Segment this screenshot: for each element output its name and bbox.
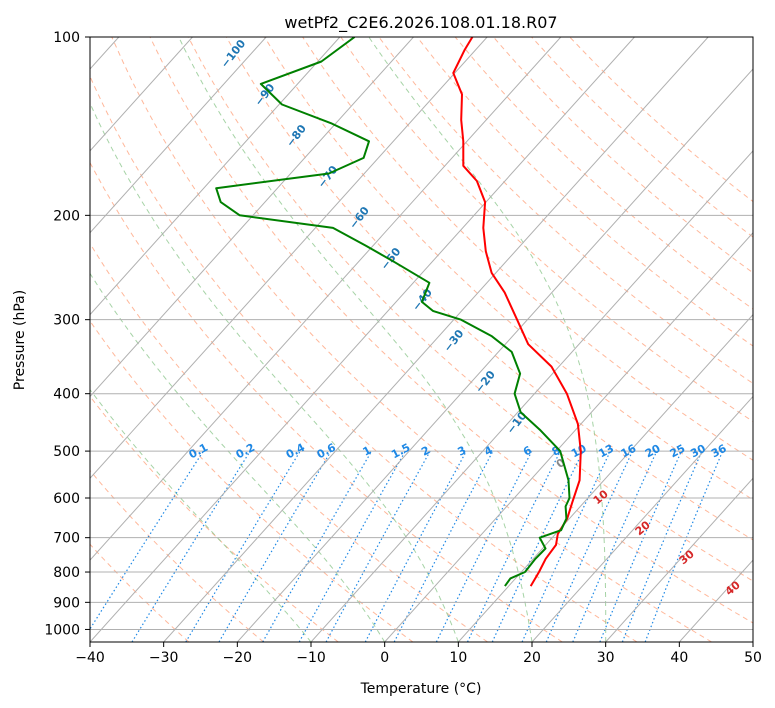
isotherm — [310, 150, 753, 642]
moist-adiabat — [368, 37, 607, 642]
y-tick-label: 200 — [53, 208, 80, 224]
mixing-ratio-line — [545, 450, 634, 642]
grid-lines — [90, 37, 753, 642]
isotherm — [90, 37, 488, 480]
x-tick-label: −40 — [75, 650, 105, 666]
isotherm — [236, 68, 753, 642]
chart-title: wetPf2_C2E6.2026.108.01.18.R07 — [284, 13, 557, 33]
isotherm — [90, 37, 562, 561]
y-tick-label: 900 — [53, 595, 80, 611]
y-tick-label: 300 — [53, 313, 80, 329]
x-tick-label: 20 — [523, 650, 541, 666]
x-tick-label: −30 — [149, 650, 179, 666]
x-axis-label: Temperature (°C) — [360, 681, 482, 697]
moist-adiabat — [90, 272, 386, 642]
mixing-ratio-label: 36 — [709, 442, 729, 461]
dry-adiabat — [90, 242, 488, 642]
mixing-ratio-label: 10 — [569, 442, 589, 461]
mixing-ratio-line — [325, 450, 431, 642]
mixing-ratio-line — [298, 450, 406, 642]
mixing-ratio-label: 16 — [619, 442, 639, 461]
x-tick-label: 40 — [670, 650, 688, 666]
x-tick-label: −20 — [223, 650, 253, 666]
mixing-ratio-label: 30 — [688, 442, 708, 461]
x-tick-label: 0 — [380, 650, 389, 666]
moist-adiabat — [178, 37, 533, 642]
mixing-ratio-line — [621, 450, 703, 642]
plot-frame — [89, 36, 754, 643]
y-tick-label: 1000 — [44, 622, 80, 638]
dry-adiabat — [149, 37, 753, 624]
isotherm — [90, 37, 267, 234]
dry-adiabat — [90, 75, 638, 642]
dry-adiabat — [416, 37, 753, 347]
mixing-ratio-label: 25 — [668, 442, 688, 461]
x-tick-label: 10 — [449, 650, 467, 666]
isotherm — [90, 37, 193, 152]
isotherm — [605, 477, 753, 642]
mixing-ratio-line — [572, 450, 658, 642]
isotherm — [163, 37, 709, 642]
isotherm — [90, 37, 341, 316]
moist-adiabat — [90, 102, 459, 642]
mixing-ratio-line — [599, 450, 682, 642]
x-tick-label: −10 — [296, 650, 326, 666]
y-tick-label: 100 — [53, 30, 80, 46]
mixing-ratio-line — [644, 450, 724, 642]
dry-adiabat — [90, 161, 563, 642]
mixing-ratio-label: 13 — [596, 442, 616, 461]
isotherm — [384, 231, 753, 642]
dry-adiabat — [225, 37, 753, 541]
y-tick-label: 500 — [53, 444, 80, 460]
data-series — [215, 37, 582, 587]
x-tick-label: 30 — [597, 650, 615, 666]
y-axis-label: Pressure (hPa) — [12, 290, 28, 390]
dry-adiabat — [187, 37, 753, 582]
y-tick-label: 400 — [53, 387, 80, 403]
isotherm — [457, 313, 753, 642]
isotherm — [90, 37, 414, 398]
dry-adiabat — [264, 37, 753, 501]
mixing-ratio-line — [435, 450, 533, 642]
dry-adiabat — [302, 37, 753, 461]
isotherm — [90, 37, 635, 642]
y-tick-label: 800 — [53, 565, 80, 581]
y-tick-label: 600 — [53, 491, 80, 507]
mixing-ratio-label: 20 — [643, 442, 663, 461]
mixing-ratio-line — [90, 450, 204, 631]
mixing-ratio-line — [364, 450, 467, 642]
y-axis: 100 200 300 400 500 600 700 800 900 1000 — [44, 30, 90, 638]
x-tick-label: 50 — [744, 650, 762, 666]
y-tick-label: 700 — [53, 531, 80, 547]
dewpoint-line — [215, 37, 571, 587]
isotherm — [531, 395, 753, 642]
dry-adiabat — [90, 469, 264, 642]
dry-adiabat — [111, 37, 712, 642]
x-axis: −40 −30 −20 −10 0 10 20 30 40 50 — [75, 642, 762, 666]
